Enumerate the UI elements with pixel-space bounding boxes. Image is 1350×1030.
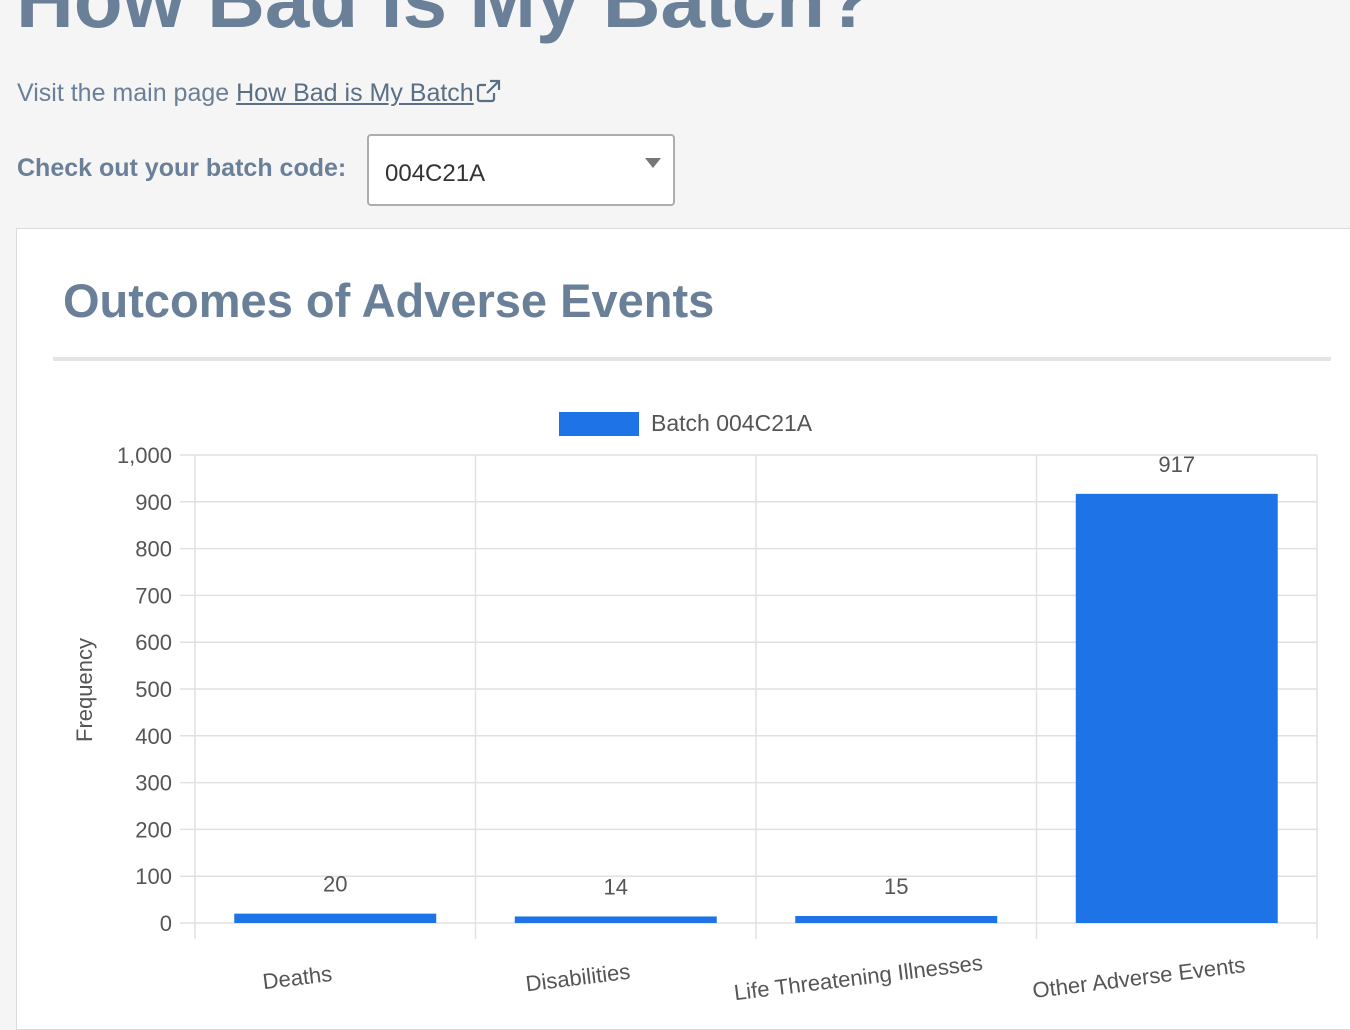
y-tick-label: 600 [135, 630, 172, 655]
batch-code-select[interactable]: 004C21A [367, 134, 675, 206]
y-tick-label: 400 [135, 724, 172, 749]
legend-swatch[interactable] [559, 412, 639, 436]
bar[interactable] [1075, 493, 1278, 923]
y-tick-label: 1,000 [117, 443, 172, 468]
y-tick-label: 200 [135, 817, 172, 842]
legend-label[interactable]: Batch 004C21A [651, 410, 813, 436]
x-tick-label: Life Threatening Illnesses [733, 950, 984, 1005]
y-tick-label: 800 [135, 537, 172, 562]
chevron-down-icon [645, 158, 661, 168]
external-link-icon[interactable] [476, 79, 502, 110]
y-tick-label: 300 [135, 771, 172, 796]
card-title: Outcomes of Adverse Events [63, 274, 715, 327]
y-axis-title: Frequency [72, 638, 97, 742]
y-tick-label: 0 [160, 911, 172, 936]
batch-code-label: Check out your batch code: [17, 154, 347, 182]
visit-main-page-line: Visit the main page How Bad is My Batch [17, 79, 502, 110]
x-tick-label: Disabilities [524, 959, 631, 997]
bar-data-label: 20 [323, 872, 347, 897]
y-tick-label: 100 [135, 864, 172, 889]
y-tick-label: 500 [135, 677, 172, 702]
x-tick-label: Deaths [261, 961, 333, 994]
bar[interactable] [795, 915, 998, 923]
y-tick-label: 700 [135, 583, 172, 608]
bar[interactable] [514, 916, 717, 923]
page-title: How Bad is My Batch? [16, 0, 874, 40]
main-page-link-label[interactable]: How Bad is My Batch [236, 79, 474, 107]
x-tick-label: Other Adverse Events [1031, 952, 1246, 1003]
bar-data-label: 917 [1158, 452, 1195, 477]
main-page-link[interactable]: How Bad is My Batch [236, 79, 502, 107]
bar-data-label: 14 [604, 874, 628, 899]
card-divider [53, 357, 1331, 361]
bar-data-label: 15 [884, 874, 908, 899]
batch-code-selected-value: 004C21A [385, 160, 486, 187]
visit-prefix-text: Visit the main page [17, 79, 230, 107]
bar[interactable] [234, 913, 437, 923]
y-tick-label: 900 [135, 490, 172, 515]
